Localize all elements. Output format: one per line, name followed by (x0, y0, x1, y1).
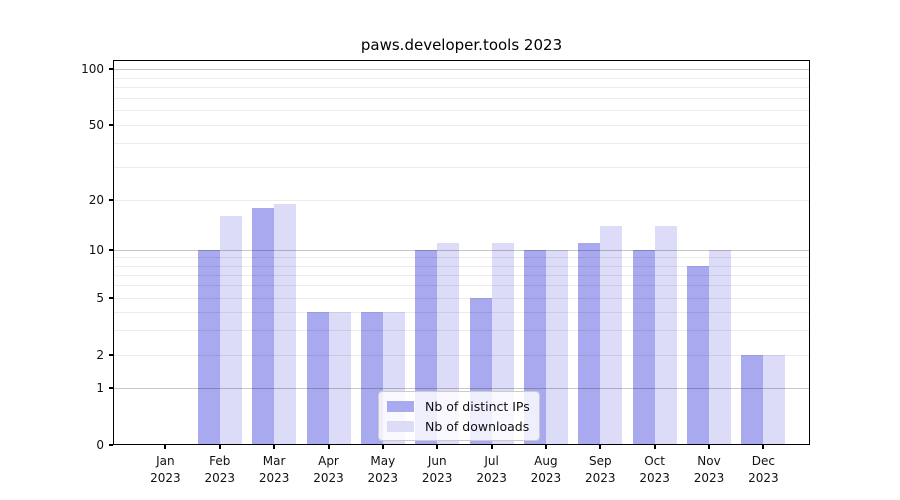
x-tick-mark-apr-2023 (327, 445, 330, 449)
legend-item-downloads: Nb of downloads (387, 418, 530, 434)
y-tick-label-2: 2 (96, 348, 104, 362)
bar-nb-of-downloads-sep-2023 (600, 225, 623, 445)
x-tick-mark-jun-2023 (436, 445, 439, 449)
x-tick-label-sep-2023: Sep 2023 (585, 454, 616, 485)
gridline-y-1 (114, 388, 809, 389)
y-tick-mark-2 (109, 354, 113, 356)
gridline-y-40 (114, 143, 809, 145)
x-tick-label-jan-2023: Jan 2023 (150, 454, 181, 485)
x-tick-mark-oct-2023 (653, 445, 656, 449)
gridline-y-6 (114, 285, 809, 287)
y-tick-mark-1 (109, 387, 113, 389)
x-tick-label-oct-2023: Oct 2023 (639, 454, 670, 485)
bar-nb-of-distinct-ips-feb-2023 (197, 250, 220, 445)
y-tick-label-5: 5 (96, 291, 104, 305)
bar-nb-of-downloads-apr-2023 (328, 311, 351, 445)
gridline-y-4 (114, 311, 809, 313)
y-tick-label-20: 20 (88, 193, 104, 207)
gridline-y-2 (114, 355, 809, 356)
y-tick-label-10: 10 (88, 243, 104, 257)
chart-title: paws.developer.tools 2023 (360, 36, 563, 54)
legend-label-downloads: Nb of downloads (425, 418, 530, 434)
gridline-y-10 (114, 250, 809, 251)
x-tick-label-nov-2023: Nov 2023 (693, 454, 725, 485)
gridline-y-30 (114, 166, 809, 168)
gridline-y-20 (114, 200, 809, 201)
bar-nb-of-distinct-ips-may-2023 (360, 311, 383, 445)
y-tick-label-1: 1 (96, 381, 104, 395)
bar-nb-of-distinct-ips-oct-2023 (632, 250, 655, 445)
y-tick-label-50: 50 (88, 118, 104, 132)
x-tick-label-jun-2023: Jun 2023 (421, 454, 453, 485)
y-tick-label-100: 100 (81, 62, 104, 76)
gridline-y-80 (114, 87, 809, 88)
bar-nb-of-downloads-aug-2023 (545, 250, 568, 445)
gridline-y-5 (114, 298, 809, 299)
y-tick-mark-5 (109, 297, 113, 299)
x-tick-mark-aug-2023 (544, 445, 547, 449)
x-tick-label-aug-2023: Aug 2023 (530, 454, 562, 485)
gridline-y-50 (114, 125, 809, 126)
x-tick-mark-may-2023 (381, 445, 384, 449)
gridline-y-100 (114, 69, 809, 70)
y-tick-label-0: 0 (96, 438, 104, 452)
x-tick-label-may-2023: May 2023 (367, 454, 399, 485)
bar-nb-of-downloads-mar-2023 (274, 203, 297, 445)
gridline-y-3 (114, 329, 809, 331)
gridline-y-8 (114, 265, 809, 267)
bar-nb-of-downloads-oct-2023 (654, 225, 677, 445)
bar-nb-of-downloads-nov-2023 (709, 250, 731, 445)
legend-label-distinct-ips: Nb of distinct IPs (425, 398, 530, 414)
gridline-y-60 (114, 110, 809, 112)
x-tick-mark-sep-2023 (599, 445, 602, 449)
x-tick-label-mar-2023: Mar 2023 (258, 454, 290, 485)
bar-nb-of-downloads-dec-2023 (763, 355, 786, 445)
x-tick-mark-jan-2023 (164, 445, 167, 449)
legend-swatch-downloads (387, 420, 414, 432)
x-tick-mark-jul-2023 (490, 445, 493, 449)
x-tick-label-feb-2023: Feb 2023 (204, 454, 236, 485)
x-tick-mark-mar-2023 (273, 445, 276, 449)
bar-nb-of-distinct-ips-nov-2023 (687, 265, 709, 445)
y-tick-mark-0 (109, 444, 113, 446)
bar-nb-of-distinct-ips-dec-2023 (741, 355, 764, 445)
legend: Nb of distinct IPs Nb of downloads (378, 391, 540, 441)
gridline-y-70 (114, 97, 809, 99)
y-tick-mark-10 (109, 249, 113, 251)
bar-nb-of-downloads-feb-2023 (219, 216, 242, 445)
gridline-y-7 (114, 274, 809, 276)
y-tick-mark-50 (109, 124, 113, 126)
x-tick-label-dec-2023: Dec 2023 (748, 454, 779, 485)
bar-nb-of-distinct-ips-apr-2023 (306, 311, 329, 445)
x-tick-label-jul-2023: Jul 2023 (476, 454, 507, 485)
bar-nb-of-distinct-ips-sep-2023 (578, 243, 601, 445)
x-tick-mark-feb-2023 (218, 445, 221, 449)
gridline-y-90 (114, 77, 809, 79)
y-tick-mark-100 (109, 68, 113, 70)
legend-swatch-distinct-ips (387, 400, 414, 412)
legend-item-distinct-ips: Nb of distinct IPs (387, 398, 530, 414)
gridline-y-9 (114, 257, 809, 259)
y-tick-mark-20 (109, 199, 113, 201)
x-tick-mark-nov-2023 (708, 445, 710, 449)
bar-nb-of-distinct-ips-mar-2023 (252, 207, 275, 445)
x-tick-label-apr-2023: Apr 2023 (313, 454, 344, 485)
x-tick-mark-dec-2023 (762, 445, 765, 449)
